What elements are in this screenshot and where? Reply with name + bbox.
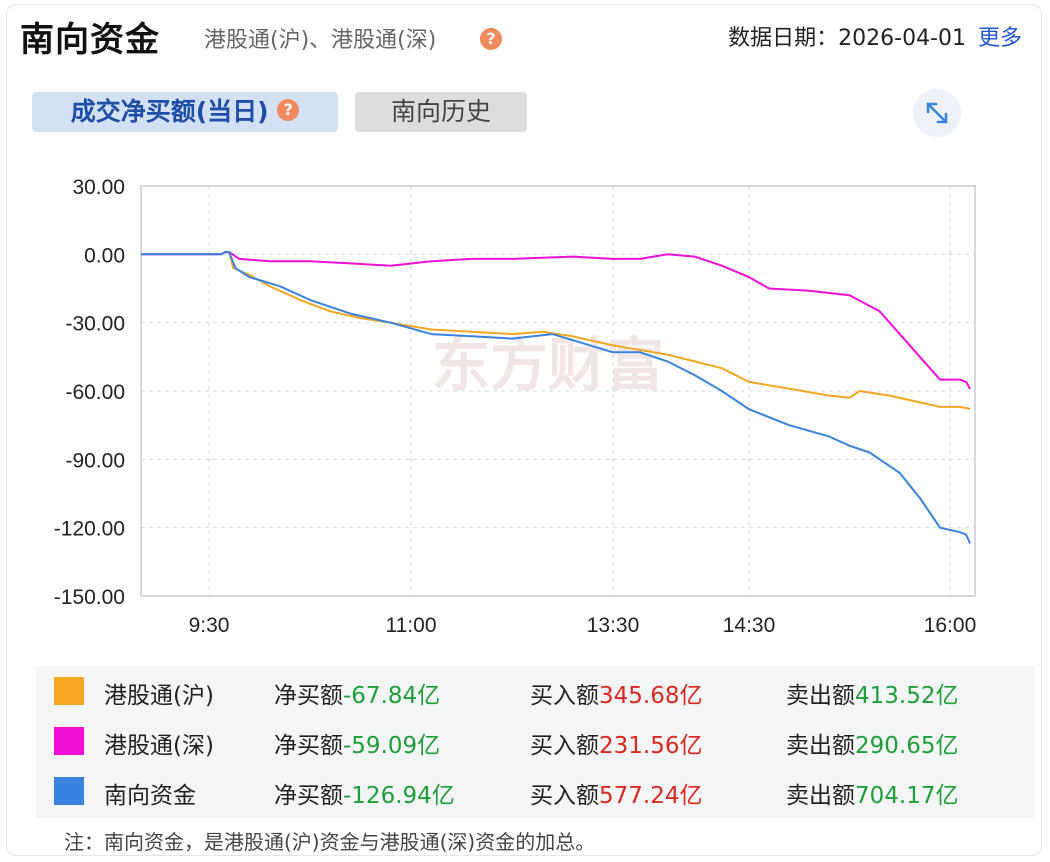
sell-amount: 卖出额704.17亿 <box>786 783 959 809</box>
data-date: 数据日期：2026-04-01 <box>728 26 966 51</box>
watermark: 东方财富 <box>432 333 664 398</box>
x-tick-label: 14:30 <box>723 614 776 637</box>
chart: 东方财富 30.00 0.00 -30.00 -60.00 -90.00 -120.00 -… <box>54 176 977 637</box>
series-line <box>141 251 971 410</box>
help-icon[interactable]: ? <box>277 99 300 121</box>
x-tick-label: 9:30 <box>189 614 230 637</box>
more-link[interactable]: 更多 <box>977 26 1022 51</box>
legend-row: 港股通(沪) 净买额-67.84亿 买入额345.68亿 卖出额413.52亿 <box>36 666 1034 716</box>
net-buy: 净买额-59.09亿 <box>274 733 441 759</box>
net-buy: 净买额-126.94亿 <box>274 783 455 809</box>
tab-southbound-history[interactable]: 南向历史 <box>355 92 527 132</box>
series-name: 港股通(深) <box>104 733 214 759</box>
y-tick-label: -60.00 <box>65 381 125 404</box>
legend-panel: 港股通(沪) 净买额-67.84亿 买入额345.68亿 卖出额413.52亿 … <box>36 666 1034 818</box>
tab-label: 南向历史 <box>390 97 491 126</box>
tab-label: 成交净买额(当日) <box>70 97 269 126</box>
y-tick-label: -90.00 <box>65 449 125 472</box>
sell-amount: 卖出额290.65亿 <box>786 733 959 759</box>
x-tick-label: 13:30 <box>587 614 640 637</box>
x-axis: 9:30 11:00 13:30 14:30 16:00 <box>189 614 977 637</box>
series-line <box>141 251 971 390</box>
series-name: 港股通(沪) <box>104 683 214 709</box>
help-icon[interactable]: ? <box>480 28 502 50</box>
sell-amount: 卖出额413.52亿 <box>786 683 959 709</box>
y-tick-label: 30.00 <box>72 176 125 199</box>
legend-row: 南向资金 净买额-126.94亿 买入额577.24亿 卖出额704.17亿 <box>36 766 1034 816</box>
legend-swatch <box>54 727 84 755</box>
x-tick-label: 16:00 <box>924 614 977 637</box>
page-subtitle: 港股通(沪)、港股通(深) <box>204 28 437 53</box>
x-tick-label: 11:00 <box>386 614 437 637</box>
tab-net-buy-today[interactable]: 成交净买额(当日) ? <box>32 92 338 132</box>
page-title: 南向资金 <box>20 20 160 60</box>
y-tick-label: -120.00 <box>54 518 125 541</box>
chart-grid <box>140 185 976 597</box>
footnote: 注：南向资金，是港股通(沪)资金与港股通(深)资金的加总。 <box>64 830 596 854</box>
buy-amount: 买入额577.24亿 <box>530 783 703 809</box>
series-line <box>141 251 972 544</box>
y-tick-label: -150.00 <box>54 586 125 609</box>
buy-amount: 买入额345.68亿 <box>530 683 703 709</box>
legend-swatch <box>54 677 84 705</box>
net-buy: 净买额-67.84亿 <box>274 683 441 709</box>
chart-series <box>141 251 972 544</box>
buy-amount: 买入额231.56亿 <box>530 733 703 759</box>
y-axis: 30.00 0.00 -30.00 -60.00 -90.00 -120.00 -150.0… <box>54 176 125 609</box>
y-tick-label: -30.00 <box>65 313 125 336</box>
legend-swatch <box>54 777 84 805</box>
series-name: 南向资金 <box>104 783 196 809</box>
legend-row: 港股通(深) 净买额-59.09亿 买入额231.56亿 卖出额290.65亿 <box>36 716 1034 766</box>
expand-button[interactable] <box>913 89 961 137</box>
y-tick-label: 0.00 <box>84 244 125 267</box>
expand-icon <box>926 102 948 124</box>
